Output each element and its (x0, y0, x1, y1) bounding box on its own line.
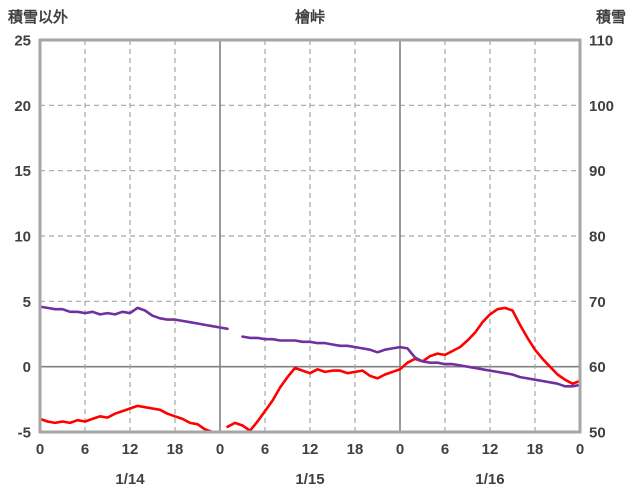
left-axis-tick-label: 20 (14, 98, 31, 115)
purple-line (38, 305, 582, 388)
right-axis-title: 積雪 (595, 9, 626, 26)
x-axis-hour-label: 18 (527, 441, 544, 458)
x-axis-hour-label: 12 (482, 441, 499, 458)
x-axis-hour-label: 0 (576, 441, 584, 458)
x-axis-hour-label: 0 (216, 441, 224, 458)
x-axis-hour-label: 12 (302, 441, 319, 458)
chart-title: 檜峠 (294, 9, 325, 26)
x-axis-hour-label: 6 (81, 441, 89, 458)
right-axis-tick-label: 100 (589, 98, 614, 115)
right-axis-tick-label: 70 (589, 294, 606, 311)
x-axis-hour-label: 0 (396, 441, 404, 458)
left-axis-tick-label: 0 (23, 359, 31, 376)
right-axis-tick-label: 80 (589, 229, 606, 246)
x-axis-day-label: 1/14 (115, 471, 145, 488)
left-axis-tick-label: -5 (18, 425, 31, 442)
left-axis-tick-label: 25 (14, 33, 31, 50)
left-axis-title: 積雪以外 (8, 9, 69, 26)
plot-frame (38, 38, 582, 434)
x-axis-hour-label: 6 (261, 441, 269, 458)
x-axis-hour-label: 0 (36, 441, 44, 458)
left-axis-tick-label: 15 (14, 163, 31, 180)
right-axis-tick-label: 90 (589, 163, 606, 180)
x-axis-hour-label: 12 (122, 441, 139, 458)
x-axis-hour-label: 18 (347, 441, 364, 458)
left-axis-tick-label: 5 (23, 294, 31, 311)
right-axis-tick-label: 110 (589, 33, 613, 50)
left-axis-tick-label: 10 (14, 229, 31, 246)
x-axis-hour-label: 18 (167, 441, 184, 458)
x-axis-hour-label: 6 (441, 441, 449, 458)
red-line (38, 306, 582, 434)
x-axis-day-label: 1/16 (475, 471, 504, 488)
right-axis-tick-label: 60 (589, 359, 606, 376)
right-axis-tick-label: 50 (589, 425, 606, 442)
x-axis-day-label: 1/15 (295, 471, 324, 488)
